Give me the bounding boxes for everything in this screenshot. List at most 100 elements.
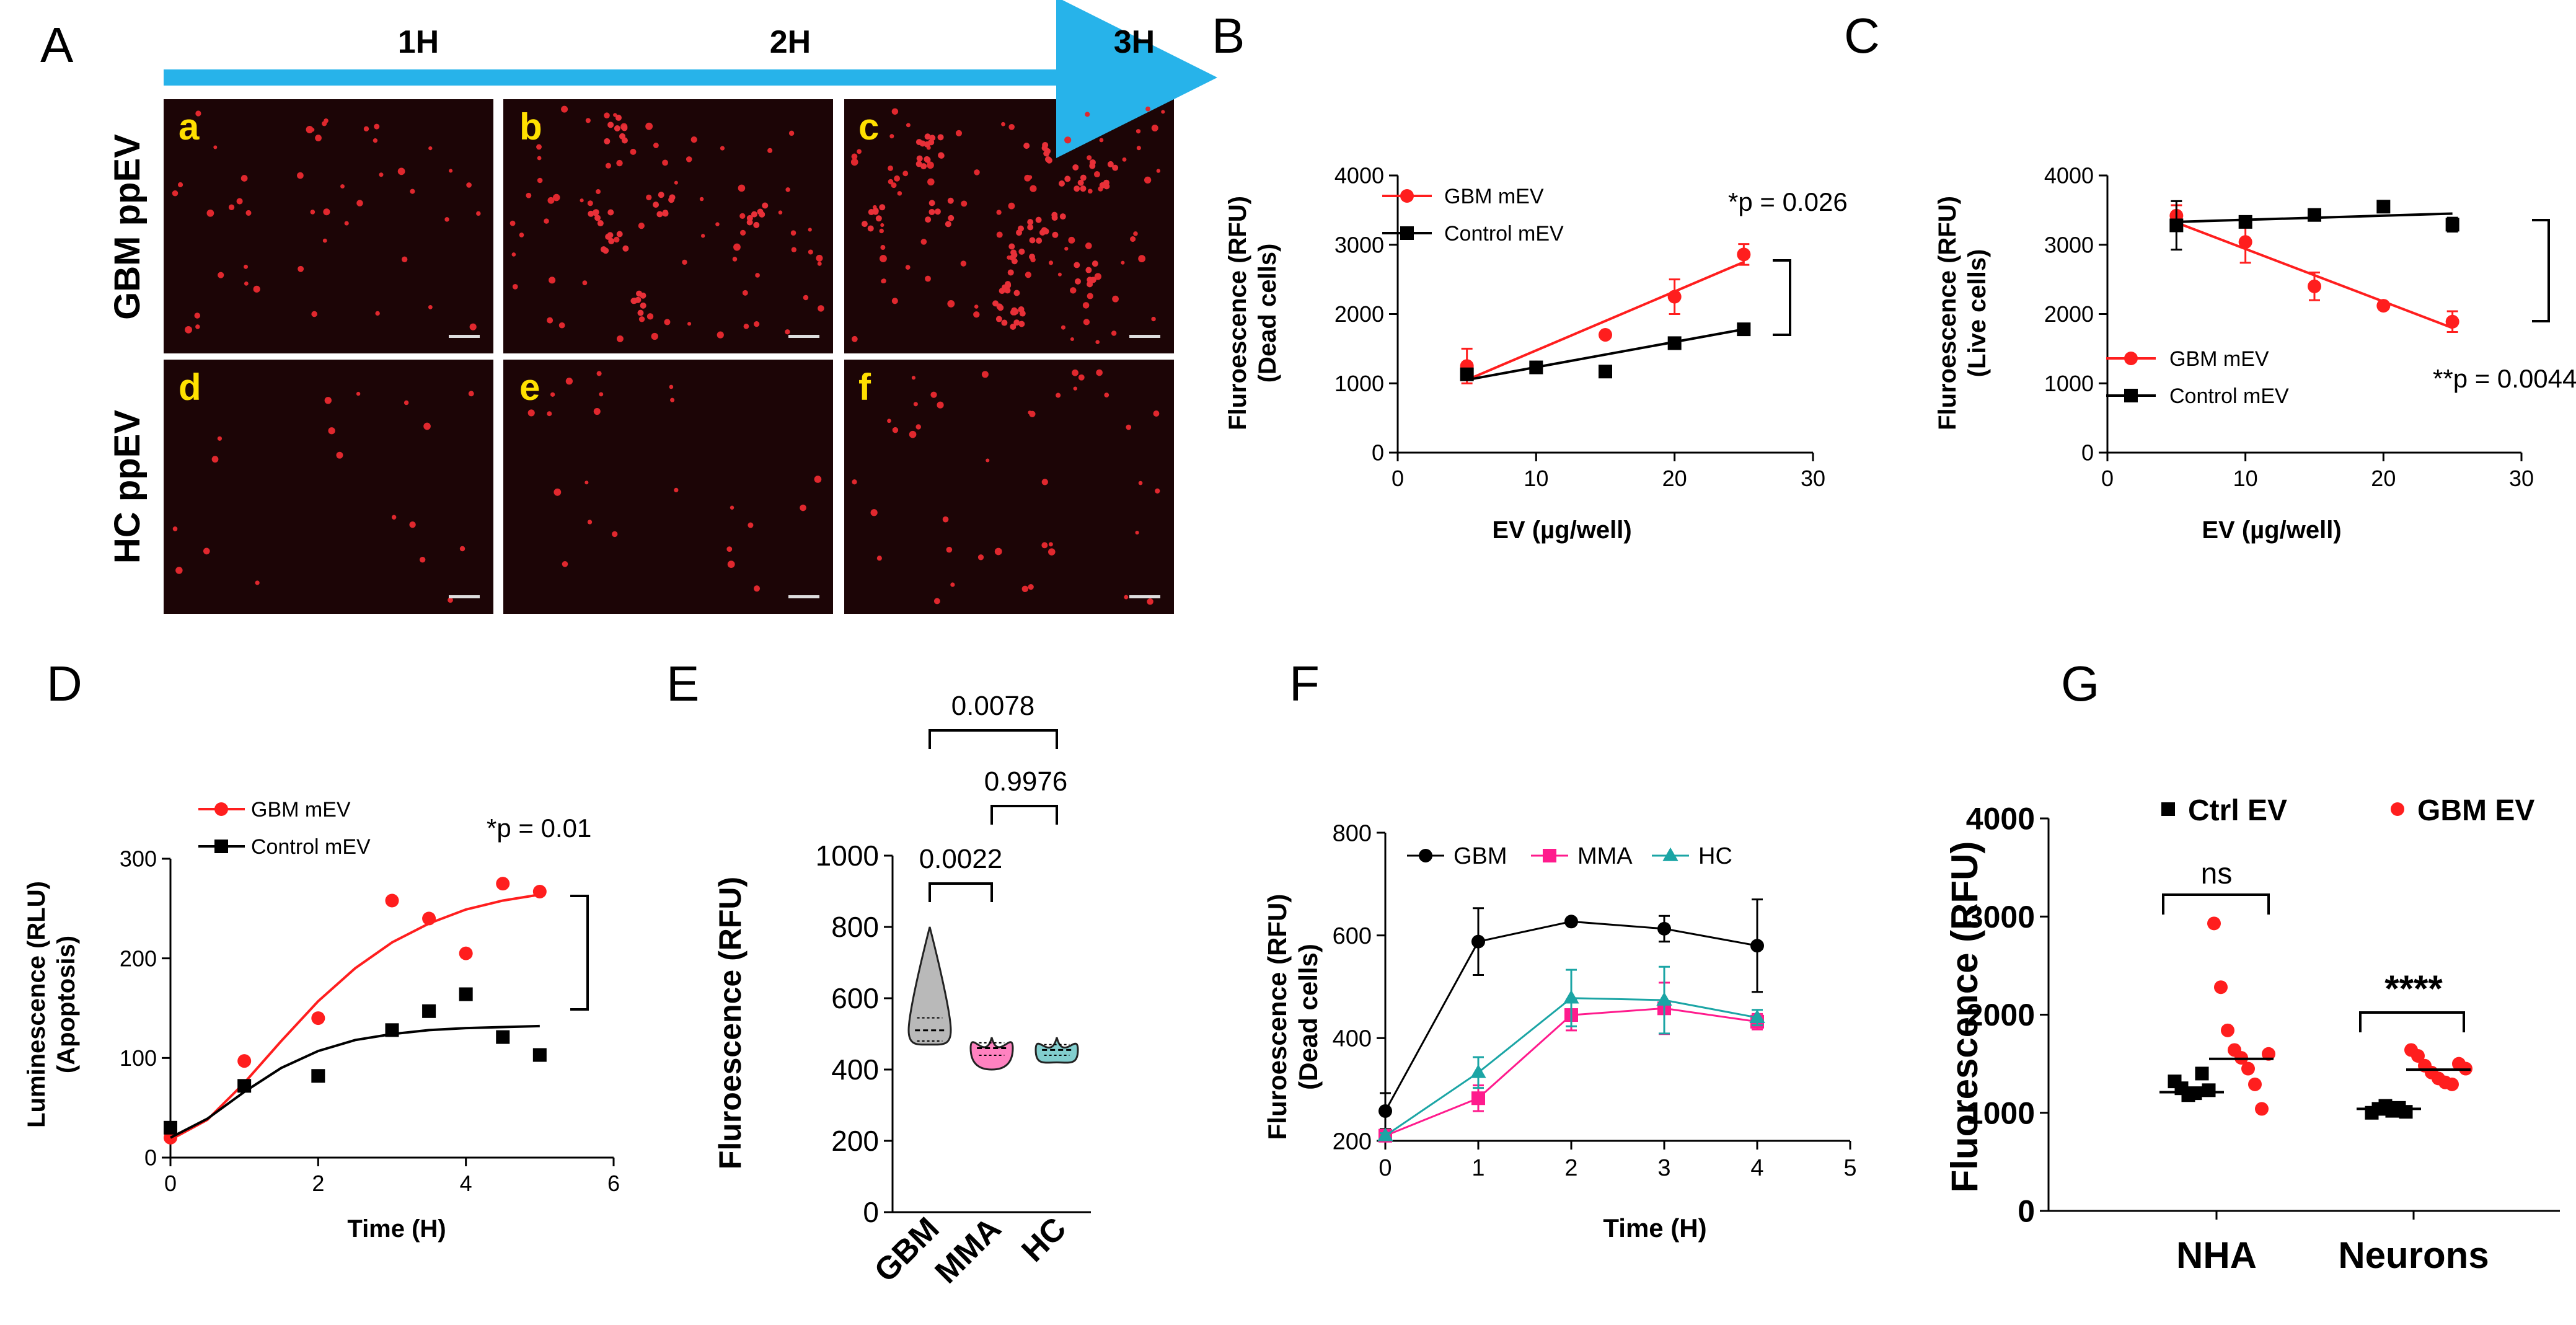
micrograph-cell-cluster [762,202,769,209]
chart-c-legend-control: Control mEV [2169,384,2289,408]
micrograph-cell [876,556,882,561]
micrograph-cell [1099,138,1104,143]
chart-g-ytick-label: 1000 [1966,1096,2035,1130]
micrograph-cell [748,522,754,528]
chart-f-xtick-label: 3 [1657,1155,1670,1181]
chart-c-point [2308,208,2321,222]
panel-letter-d: D [46,656,82,711]
chart-f-point [1471,1091,1485,1106]
micrograph-cell [1041,479,1048,485]
micrograph-cell-cluster [879,204,886,211]
micrograph-cell [1008,123,1015,130]
chart-d-legend-marker [214,840,228,853]
micrograph-cell [236,198,243,205]
micrograph-cell [800,504,806,512]
micrograph-cell-cluster [997,304,1004,311]
micrograph-cell [423,422,431,430]
micrograph-cell [1145,106,1150,112]
micrograph-cell [1138,255,1146,263]
micrograph-cell [720,146,725,151]
chart-c-pvalue: **p = 0.0044 [2433,364,2576,393]
image-letter-e: e [519,366,540,408]
chart-f-legend-gbm: GBM [1453,843,1507,869]
micrograph-cell [857,149,862,154]
chart-g-bracket [2162,893,2270,915]
chart-g: Fluorescence (RFU) 0 1000 2000 3000 4000 NHA N… [1944,794,2560,1276]
chart-f-xtick-label: 2 [1564,1155,1577,1181]
chart-d-point [311,1011,325,1026]
micrograph-cell [616,159,623,167]
micrograph-cell [879,255,887,262]
micrograph-cell [888,165,893,171]
micrograph-cell [315,135,322,141]
micrograph-cell-cluster [1023,143,1030,149]
image-letter-c: c [858,106,879,148]
micrograph-cell-cluster [1058,180,1065,187]
micrograph-cell [870,509,878,516]
micrograph-cell [653,143,659,148]
micrograph-cell-cluster [1074,278,1081,285]
micrograph-cell [612,531,618,538]
chart-f-xtick-label: 1 [1471,1155,1484,1181]
micrograph-cell-cluster [594,215,601,221]
micrograph-cell [814,476,822,483]
chart-g-point [2445,1077,2459,1091]
chart-b-pvalue: *p = 0.026 [1728,187,1848,216]
chart-f-legend-marker [1543,849,1556,862]
micrograph-cell [880,245,886,250]
micrograph-cell-cluster [597,220,604,227]
chart-c-legend-marker [2124,389,2138,402]
chart-c-point [2238,235,2252,249]
micrograph-cell [397,167,405,175]
chart-f-xtick-label: 4 [1750,1155,1763,1181]
chart-d-ylabel-1: Luminescence (RLU) [23,881,50,1128]
chart-b-fit-line [1467,328,1744,381]
micrograph-cell [891,182,897,188]
micrograph-cell [785,187,790,192]
micrograph-cell-cluster [607,209,614,216]
chart-e-category-label: HC [1015,1210,1073,1269]
micrograph-cell [596,189,601,194]
micrograph-cell [937,401,944,409]
micrograph-cell [379,172,384,177]
micrograph-cell [1096,369,1103,376]
micrograph-cell [664,319,671,326]
chart-d-point [237,1054,252,1068]
micrograph-cell-cluster [1092,260,1098,267]
micrograph-cell [391,515,397,520]
micrograph-cell-cluster [1052,231,1059,238]
chart-f-point [1750,939,1764,953]
micrograph-cell [726,546,733,552]
micrograph-cell-cluster [1035,216,1042,223]
micrograph-cell [526,192,532,198]
micrograph-cell [593,408,601,415]
micrograph-cell [244,264,249,269]
chart-c-ylabel-2: (Live cells) [1964,249,1991,378]
micrograph-cell [587,200,593,206]
micrograph-cell-cluster [1018,321,1025,327]
micrograph-cell-cluster [607,232,614,239]
micrograph-cell [669,384,674,389]
chart-b-xlabel: EV (µg/well) [1492,516,1631,544]
chart-g-category-label: Neurons [2338,1234,2489,1276]
chart-c: Fluroescence (RFU) (Live cells) EV (µg/w… [1934,163,2576,544]
chart-c-ytick-label: 1000 [2044,371,2094,396]
chart-f-point [1749,1009,1765,1023]
micrograph-cell [519,233,524,237]
micrograph-gbm-2h [503,99,833,353]
micrograph-cell [344,221,349,226]
micrograph-cell [1130,236,1136,242]
chart-e-violin-gbm [907,926,952,1046]
micrograph-cell-cluster [1039,229,1046,236]
micrograph-cell [558,322,565,329]
micrograph-cell [879,228,884,234]
micrograph-cell [211,456,219,463]
micrograph-cell [322,238,327,243]
micrograph-cell [674,180,678,185]
chart-g-point [2207,916,2221,931]
chart-f-ytick-label: 600 [1333,923,1372,949]
micrograph-cell-cluster [1013,319,1020,326]
micrograph-cell [195,324,200,329]
micrograph-cell [1001,122,1005,126]
chart-g-ytick-label: 3000 [1966,900,2035,934]
